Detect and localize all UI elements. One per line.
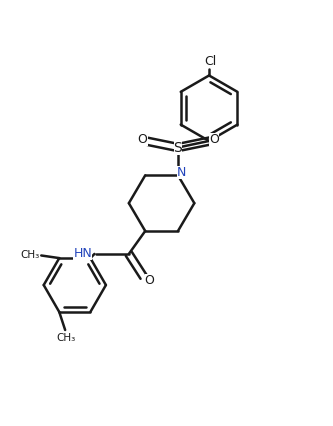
Text: N: N [176, 166, 186, 179]
Text: O: O [138, 133, 148, 146]
Text: O: O [209, 133, 219, 146]
Text: CH₃: CH₃ [56, 333, 76, 343]
Text: O: O [145, 274, 155, 287]
Text: HN: HN [73, 247, 92, 260]
Text: CH₃: CH₃ [20, 250, 40, 260]
Text: Cl: Cl [204, 55, 217, 68]
Text: S: S [173, 141, 182, 155]
